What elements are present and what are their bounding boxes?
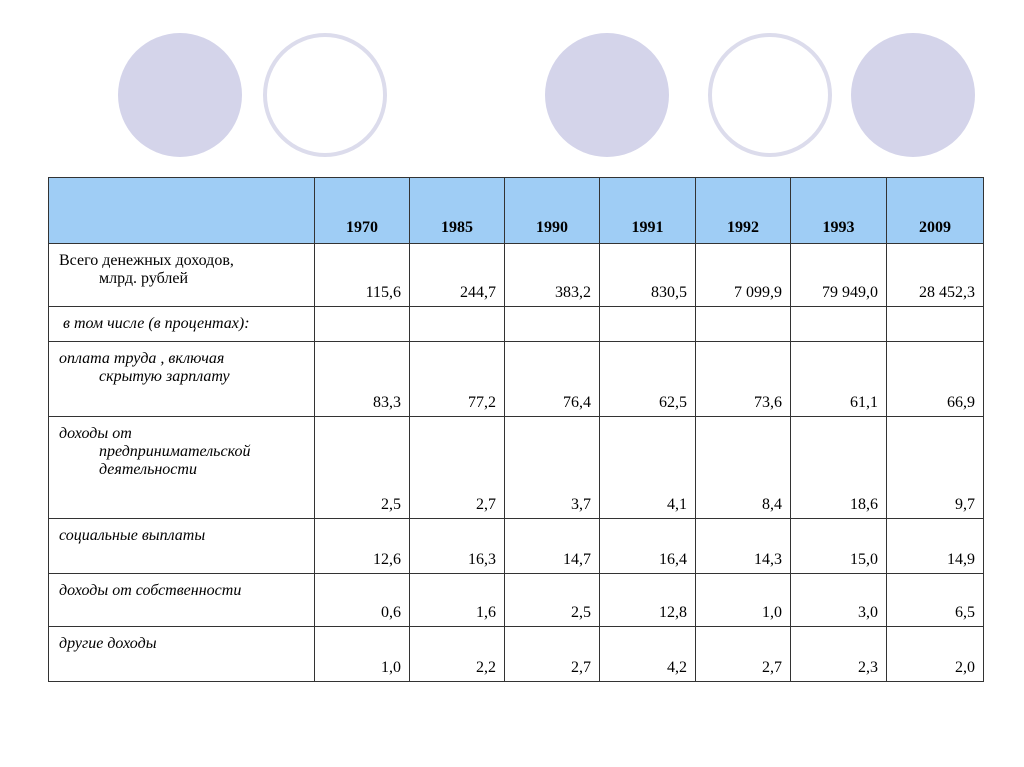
table-cell: 830,5 <box>599 243 696 307</box>
table-cell: 79 949,0 <box>790 243 887 307</box>
year-header: 1991 <box>599 177 696 244</box>
table-cell: 14,7 <box>504 518 600 574</box>
table-row-total-income: Всего денежных доходов, млрд. рублей 115… <box>48 243 984 307</box>
table-cell: 76,4 <box>504 341 600 417</box>
table-cell: 16,4 <box>599 518 696 574</box>
table-cell: 2,7 <box>409 416 505 519</box>
table-cell: 1,6 <box>409 573 505 627</box>
table-cell: 66,9 <box>886 341 984 417</box>
decorative-circle-hollow <box>263 33 387 157</box>
table-cell: 14,9 <box>886 518 984 574</box>
table-cell <box>314 306 410 342</box>
decorative-circle-hollow <box>708 33 832 157</box>
row-label: в том числе (в процентах): <box>48 306 315 342</box>
row-label-line: деятельности <box>99 461 197 478</box>
table-cell: 2,3 <box>790 626 887 682</box>
table-cell: 14,3 <box>695 518 791 574</box>
income-table: 1970 1985 1990 1991 1992 1993 2009 Всего… <box>48 177 984 682</box>
year-header: 1985 <box>409 177 505 244</box>
table-header-row: 1970 1985 1990 1991 1992 1993 2009 <box>48 177 984 244</box>
year-header: 1992 <box>695 177 791 244</box>
table-cell: 2,7 <box>695 626 791 682</box>
table-cell: 28 452,3 <box>886 243 984 307</box>
year-header: 1993 <box>790 177 887 244</box>
row-label-line: Всего денежных доходов, <box>59 252 234 269</box>
table-cell: 4,1 <box>599 416 696 519</box>
table-cell: 16,3 <box>409 518 505 574</box>
row-label-line: млрд. рублей <box>99 270 189 287</box>
table-cell <box>790 306 887 342</box>
decorative-circle-filled <box>545 33 669 157</box>
table-cell: 2,0 <box>886 626 984 682</box>
row-label-line: доходы от <box>59 425 132 442</box>
table-cell: 8,4 <box>695 416 791 519</box>
table-cell: 12,8 <box>599 573 696 627</box>
table-cell: 2,7 <box>504 626 600 682</box>
row-label-line: предпринимательской <box>99 443 251 460</box>
row-label: оплата труда , включая скрытую зарплату <box>48 341 315 417</box>
row-label: доходы от собственности <box>48 573 315 627</box>
row-label: социальные выплаты <box>48 518 315 574</box>
table-cell: 244,7 <box>409 243 505 307</box>
row-label: Всего денежных доходов, млрд. рублей <box>48 243 315 307</box>
table-cell: 2,5 <box>314 416 410 519</box>
row-label-line: скрытую зарплату <box>99 368 230 385</box>
decorative-circle-filled <box>118 33 242 157</box>
table-cell <box>504 306 600 342</box>
table-cell: 9,7 <box>886 416 984 519</box>
row-label: доходы от предпринимательской деятельнос… <box>48 416 315 519</box>
table-cell: 62,5 <box>599 341 696 417</box>
table-cell: 7 099,9 <box>695 243 791 307</box>
table-row-business-income: доходы от предпринимательской деятельнос… <box>48 416 984 519</box>
table-row-including: в том числе (в процентах): <box>48 306 984 342</box>
table-cell: 12,6 <box>314 518 410 574</box>
table-cell: 4,2 <box>599 626 696 682</box>
table-cell: 0,6 <box>314 573 410 627</box>
table-cell: 73,6 <box>695 341 791 417</box>
decorative-circle-filled <box>851 33 975 157</box>
table-cell <box>599 306 696 342</box>
year-header: 2009 <box>886 177 984 244</box>
year-header: 1990 <box>504 177 600 244</box>
table-cell: 77,2 <box>409 341 505 417</box>
table-row-other-income: другие доходы 1,0 2,2 2,7 4,2 2,7 2,3 2,… <box>48 626 984 682</box>
table-cell <box>695 306 791 342</box>
table-cell: 3,0 <box>790 573 887 627</box>
table-row-social-payments: социальные выплаты 12,6 16,3 14,7 16,4 1… <box>48 518 984 574</box>
header-corner-cell <box>48 177 315 244</box>
table-cell: 18,6 <box>790 416 887 519</box>
year-header: 1970 <box>314 177 410 244</box>
table-cell: 61,1 <box>790 341 887 417</box>
table-row-property-income: доходы от собственности 0,6 1,6 2,5 12,8… <box>48 573 984 627</box>
table-cell: 6,5 <box>886 573 984 627</box>
table-cell: 383,2 <box>504 243 600 307</box>
table-cell <box>886 306 984 342</box>
table-cell: 2,2 <box>409 626 505 682</box>
table-cell: 1,0 <box>314 626 410 682</box>
table-row-wages: оплата труда , включая скрытую зарплату … <box>48 341 984 417</box>
table-cell: 15,0 <box>790 518 887 574</box>
table-cell <box>409 306 505 342</box>
row-label-line: оплата труда , включая <box>59 350 225 367</box>
row-label: другие доходы <box>48 626 315 682</box>
table-cell: 115,6 <box>314 243 410 307</box>
table-cell: 83,3 <box>314 341 410 417</box>
table-cell: 2,5 <box>504 573 600 627</box>
table-cell: 3,7 <box>504 416 600 519</box>
table-cell: 1,0 <box>695 573 791 627</box>
